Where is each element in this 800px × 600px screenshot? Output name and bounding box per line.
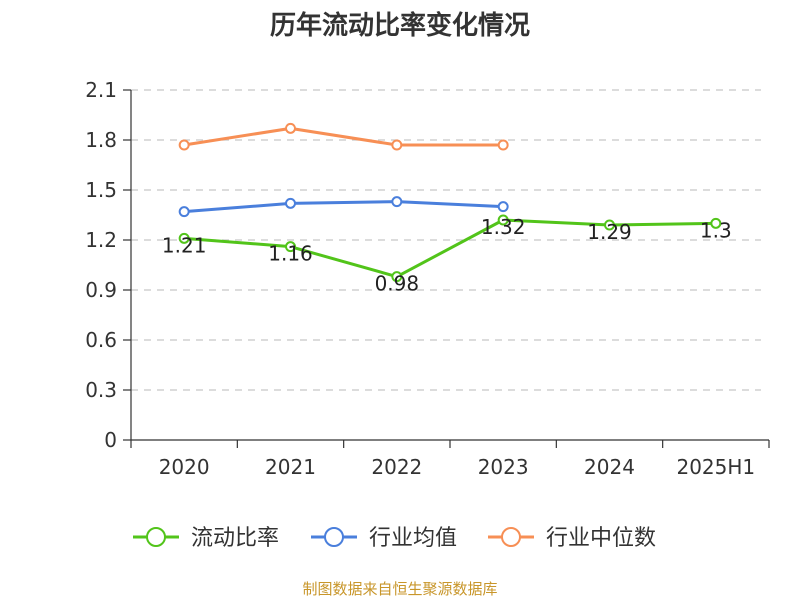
x-tick-label: 2025H1 (676, 455, 755, 479)
data-point[interactable] (497, 214, 509, 226)
y-tick-label: 0.6 (85, 328, 117, 352)
legend-item[interactable]: 行业均值 (311, 526, 457, 551)
legend[interactable]: 流动比率 行业均值 行业中位数 (133, 526, 656, 551)
legend-swatch-marker (501, 527, 521, 547)
data-point[interactable] (285, 122, 296, 134)
data-point[interactable] (497, 139, 509, 151)
series-2 (178, 122, 509, 151)
data-label: 0.98 (375, 272, 420, 296)
data-point[interactable] (178, 206, 190, 218)
data-label: 1.3 (700, 218, 732, 242)
series-1 (178, 196, 509, 218)
data-point[interactable] (391, 196, 403, 208)
x-tick-label: 2024 (584, 455, 635, 479)
y-tick-label: 1.2 (85, 228, 117, 252)
chart-title: 历年流动比率变化情况 (270, 10, 530, 41)
data-labels: 1.21 1.16 0.98 1.32 1.29 1.3 (162, 215, 732, 296)
series-line (184, 200, 504, 214)
data-label: 1.32 (481, 215, 526, 239)
legend-swatch-marker (324, 527, 344, 547)
x-tick-label: 2022 (371, 455, 422, 479)
axes: 0 0.3 0.6 0.9 1.2 1.5 1.8 2.1 2020 2021 2022 2023 20… (85, 78, 770, 479)
series-line (184, 218, 716, 279)
legend-label: 行业中位数 (546, 526, 656, 551)
series-0 (178, 214, 722, 283)
data-point[interactable] (178, 232, 190, 244)
legend-item[interactable]: 行业中位数 (488, 526, 656, 551)
y-tick-label: 1.8 (85, 128, 117, 152)
data-label: 1.29 (587, 220, 632, 244)
data-point[interactable] (285, 241, 296, 253)
data-point[interactable] (604, 219, 615, 231)
series-line (183, 126, 504, 147)
y-tick-label: 1.5 (85, 178, 117, 202)
data-point[interactable] (710, 217, 722, 229)
legend-label: 流动比率 (191, 526, 279, 551)
legend-swatch-marker (146, 527, 166, 547)
data-point[interactable] (497, 201, 509, 213)
data-point[interactable] (391, 271, 403, 283)
data-point[interactable] (178, 139, 190, 151)
x-tick-label: 2021 (265, 455, 316, 479)
data-label: 1.21 (162, 233, 207, 257)
x-tick-label: 2023 (478, 455, 529, 479)
legend-item[interactable]: 流动比率 (133, 526, 279, 551)
y-tick-label: 0.3 (85, 378, 117, 402)
x-tick-label: 2020 (159, 455, 210, 479)
data-point[interactable] (391, 139, 403, 151)
series-layer (178, 122, 722, 283)
data-point[interactable] (285, 197, 296, 209)
legend-label: 行业均值 (369, 526, 457, 551)
y-tick-label: 2.1 (85, 78, 117, 102)
gridlines (131, 89, 761, 391)
source-note: 制图数据来自恒生聚源数据库 (302, 580, 497, 598)
y-tick-label: 0.9 (85, 278, 117, 302)
y-tick-label: 0 (104, 428, 117, 452)
data-label: 1.16 (268, 242, 313, 266)
